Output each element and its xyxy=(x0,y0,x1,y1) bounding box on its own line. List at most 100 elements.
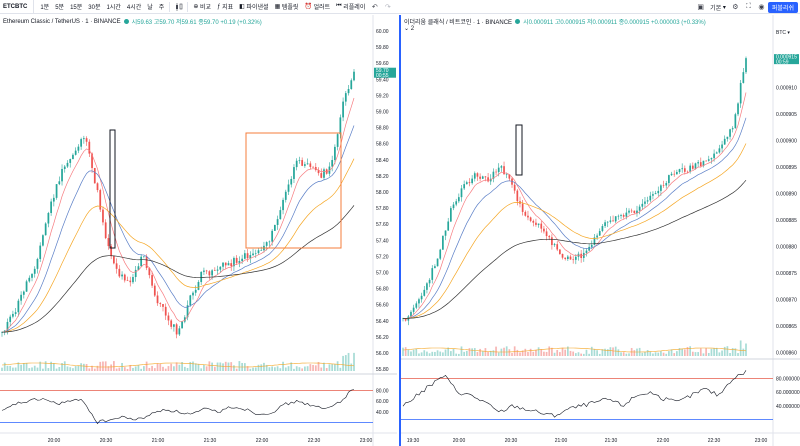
candle-body xyxy=(61,168,63,182)
volume-bar xyxy=(415,348,418,356)
candle-body xyxy=(457,197,460,202)
time-tick-label: 22:30 xyxy=(308,438,321,444)
settings-icon[interactable]: ⚙ xyxy=(732,4,739,11)
volume-bar xyxy=(646,350,649,356)
volume-bar xyxy=(123,367,126,371)
fullscreen-icon[interactable]: ⛶ xyxy=(745,3,751,10)
layout-select[interactable]: 기본 ▾ xyxy=(707,0,729,14)
candle-style-icon[interactable] xyxy=(172,0,185,13)
interval-15m[interactable]: 15분 xyxy=(70,5,83,11)
volume-bar xyxy=(61,363,63,371)
volume-bar xyxy=(271,366,274,371)
compare-button[interactable]: ⊕ 비교 xyxy=(190,0,214,14)
candle-body xyxy=(697,162,699,164)
undo-icon[interactable]: ↶ xyxy=(371,3,378,11)
market-status-icon xyxy=(515,19,521,24)
volume-bar xyxy=(431,351,434,356)
templates-icon: ▦ xyxy=(274,4,281,10)
candle-body xyxy=(273,224,276,231)
candle-body xyxy=(129,280,132,283)
candle-body xyxy=(559,249,561,254)
volume-bar xyxy=(407,349,410,356)
candle-body xyxy=(638,206,641,211)
interval-1h[interactable]: 1시간 xyxy=(106,5,121,11)
alert-button[interactable]: ⏰ 얼러트 xyxy=(301,0,333,14)
right-chart-canvas[interactable]: 0.000915 0.000910 0.000905 0.000900 0.000895… xyxy=(401,15,800,446)
candle-body xyxy=(492,171,495,179)
volume-bar xyxy=(205,366,208,371)
interval-5m[interactable]: 5분 xyxy=(55,5,65,11)
volume-bar xyxy=(532,351,535,356)
volume-bar xyxy=(183,366,186,371)
bar-countdown-label: 00:55 xyxy=(376,73,389,79)
volume-bar xyxy=(113,361,115,371)
camera-icon[interactable]: ◉ xyxy=(758,4,765,11)
left-chart-pane[interactable]: 60.00 59.80 59.60 59.40 59.20 59.00 58.80 58.60… xyxy=(0,15,397,446)
price-tick-label: 56.00 xyxy=(376,351,389,357)
toolbar-divider xyxy=(187,1,189,12)
templates-button[interactable]: ▦ 템플릿 xyxy=(272,0,302,14)
volume-bar xyxy=(404,347,407,356)
volume-bar xyxy=(556,349,559,356)
interval-4h[interactable]: 4시간 xyxy=(126,5,142,11)
candle-body xyxy=(159,303,162,305)
price-tick-label: 56.60 xyxy=(376,303,389,309)
price-tick-label: 0.000865 xyxy=(776,324,797,330)
candle-body xyxy=(22,291,25,295)
volume-bar xyxy=(52,363,55,371)
volume-bar xyxy=(481,351,484,356)
volume-bar xyxy=(295,366,298,371)
interval-week[interactable]: 주 xyxy=(158,5,165,11)
candle-body xyxy=(282,199,284,211)
redo-icon[interactable]: ↷ xyxy=(384,3,391,11)
candle-body xyxy=(82,138,85,140)
candle-body xyxy=(529,217,532,221)
candle-body xyxy=(113,256,115,264)
candle-body xyxy=(569,256,572,260)
candle-body xyxy=(500,166,503,168)
volume-bar xyxy=(304,366,306,371)
volume-bar xyxy=(460,346,463,356)
current-price-label: 59.70 xyxy=(376,68,389,74)
volume-bar xyxy=(527,352,529,356)
replay-button[interactable]: ⏮ 리플레이 xyxy=(333,0,368,14)
volume-bar xyxy=(50,361,52,371)
candle-body xyxy=(99,190,102,210)
financials-button[interactable]: ◧ 파이낸셜 xyxy=(236,0,271,14)
candle-body xyxy=(219,266,222,270)
candle-body xyxy=(590,244,593,247)
collapse-chevron-icon[interactable]: ⌄ xyxy=(404,26,410,32)
annotation-rectangle[interactable] xyxy=(109,129,116,249)
candle-body xyxy=(593,237,596,245)
candle-body xyxy=(317,170,320,174)
candle-body xyxy=(683,168,686,172)
oscillator-tick-label: 80.00 xyxy=(376,389,389,395)
layout-icon[interactable]: ▣ xyxy=(697,4,704,11)
candle-body xyxy=(715,152,718,154)
publish-button[interactable]: 퍼블리쉬 xyxy=(767,1,798,13)
candle-body xyxy=(91,153,93,168)
volume-bar xyxy=(537,347,540,356)
left-chart-canvas[interactable]: 60.00 59.80 59.60 59.40 59.20 59.00 58.80 58.60… xyxy=(0,15,397,446)
candle-body xyxy=(596,235,598,238)
candle-body xyxy=(665,183,668,186)
indicators-button[interactable]: ƒ 지표 xyxy=(214,0,236,14)
interval-1m[interactable]: 1분 xyxy=(40,5,50,11)
candle-body xyxy=(612,220,614,222)
candle-body xyxy=(668,175,670,184)
right-chart-pane[interactable]: 0.000915 0.000910 0.000905 0.000900 0.000895… xyxy=(399,15,800,446)
annotation-rectangle[interactable] xyxy=(245,132,342,249)
volume-bar xyxy=(729,353,731,356)
symbol-search[interactable]: ETCBTC xyxy=(0,0,35,14)
candle-body xyxy=(175,324,178,335)
interval-30m[interactable]: 30분 xyxy=(88,5,101,11)
annotation-rectangle[interactable] xyxy=(515,124,523,176)
candle-body xyxy=(503,166,505,175)
volume-bar xyxy=(126,368,129,371)
candle-body xyxy=(609,220,612,222)
volume-bar xyxy=(203,364,205,371)
volume-bar xyxy=(476,352,479,356)
oscillator-line xyxy=(1,389,355,425)
interval-day[interactable]: 날 xyxy=(147,5,153,11)
price-tick-label: 0.000880 xyxy=(776,245,797,251)
